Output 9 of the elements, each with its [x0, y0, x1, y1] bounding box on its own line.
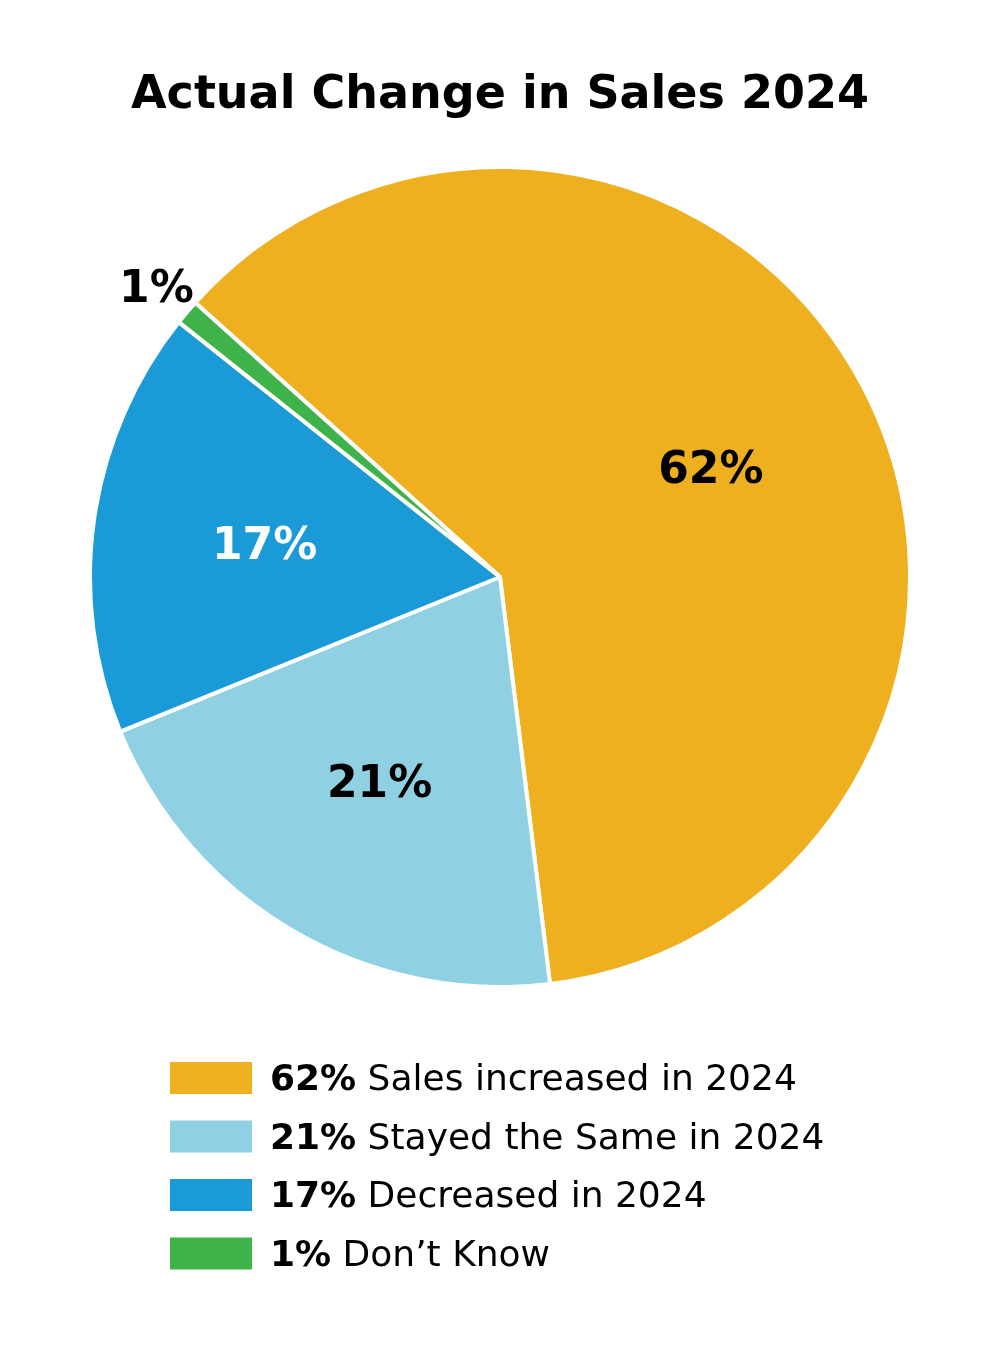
legend-label: 17% Decreased in 2024: [270, 1174, 707, 1215]
legend-label: 21% Stayed the Same in 2024: [270, 1115, 825, 1157]
data-label: 62%: [658, 441, 764, 493]
chart-title: Actual Change in Sales 2024: [131, 65, 869, 119]
data-label: 21%: [326, 756, 433, 808]
data-label: 17%: [211, 517, 318, 569]
legend-label: 1% Don’t Know: [270, 1232, 551, 1274]
legend-label: 62% Sales increased in 2024: [270, 1057, 797, 1098]
data-label: 1%: [119, 260, 194, 312]
